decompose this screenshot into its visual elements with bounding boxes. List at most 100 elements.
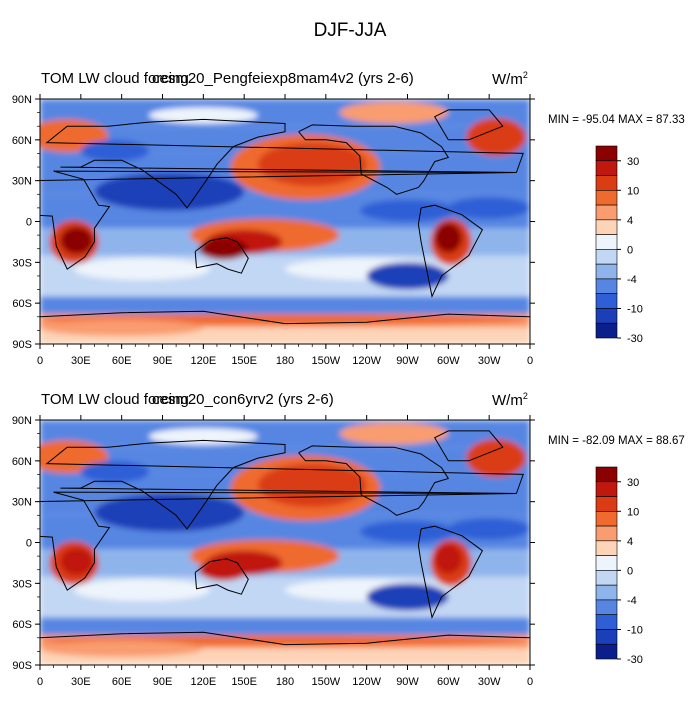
panel-bottom-case: cesm20_con6yrv2 (yrs 2-6): [152, 391, 334, 408]
contour-band: [40, 420, 530, 448]
colorbar-swatch: [595, 263, 618, 280]
colorbar-label: -30: [627, 654, 643, 666]
colorbar-label: -10: [627, 303, 643, 315]
contour-blob: [80, 460, 149, 483]
panel-bottom-minmax: MIN = -82.09 MAX = 88.67: [548, 435, 685, 447]
lat-label: 60N: [12, 456, 32, 468]
lon-label: 0: [37, 676, 43, 688]
contour-blob: [359, 520, 456, 543]
contour-band: [40, 296, 530, 315]
coastlines: [40, 109, 530, 325]
lat-label: 30N: [12, 497, 32, 509]
coastline: [40, 170, 517, 270]
lon-label: 60E: [112, 355, 132, 367]
colorbar-label: 0: [627, 244, 633, 256]
lat-label: 0: [26, 217, 32, 229]
coastline: [433, 430, 504, 462]
colorbar-swatch: [595, 496, 618, 512]
map-bottom: 90N 60N 30N 0 30S 60S 90S 0 30E 60E 90E 120E 150E 180…: [12, 415, 643, 688]
coastline: [417, 204, 484, 298]
contour-blob: [366, 583, 449, 611]
colorbar-swatch: [595, 570, 618, 586]
lon-label: 0: [37, 355, 43, 367]
contour-blob: [148, 107, 258, 124]
panel-bottom-units: W/m2: [492, 391, 528, 409]
colorbar-swatch: [595, 584, 618, 601]
colorbar-swatch: [595, 278, 618, 294]
colorbar-swatch: [595, 322, 618, 339]
colorbar-label: 30: [627, 477, 639, 489]
colorbar-label: -30: [627, 333, 643, 345]
colorbar-swatch: [595, 511, 618, 527]
contour-blob: [466, 439, 526, 478]
contour-blob: [448, 518, 530, 540]
contour-blob: [40, 640, 204, 657]
lon-label: 180: [276, 355, 294, 367]
lon-label: 120E: [190, 676, 216, 688]
lon-label: 0: [527, 676, 533, 688]
contour-blob: [199, 237, 249, 260]
figure-title: DJF-JJA: [313, 20, 387, 41]
colorbar: 30 10 4 0 -4 -10 -30: [595, 466, 643, 666]
contour-blob: [199, 558, 249, 581]
contour-blob: [74, 258, 211, 281]
coastline: [417, 525, 484, 619]
coastline: [40, 310, 530, 325]
colorbar-swatch: [595, 525, 618, 542]
coastline: [298, 124, 450, 195]
lon-label: 150W: [311, 355, 340, 367]
colorbar-swatch: [595, 249, 618, 265]
colorbar-swatch: [595, 466, 618, 483]
contour-blob: [74, 579, 211, 602]
lat-label: 60N: [12, 135, 32, 147]
contour-blob: [448, 197, 530, 219]
colorbar-label: 0: [627, 565, 633, 577]
lon-label: 90E: [153, 355, 173, 367]
lat-label: 30S: [12, 578, 32, 590]
coastline: [433, 109, 504, 141]
colorbar-swatch: [595, 643, 618, 660]
coastline: [298, 445, 450, 516]
lon-label: 150E: [231, 676, 257, 688]
contour-blob: [94, 172, 245, 211]
colorbar-swatch: [595, 629, 618, 645]
contour-blob: [466, 118, 526, 157]
lon-label: 150E: [231, 355, 257, 367]
colorbar-swatch: [595, 614, 618, 630]
contour-blob: [60, 226, 94, 255]
panel-top-case: cesm20_Pengfeiexp8mam4v2 (yrs 2-6): [152, 70, 414, 87]
colorbar-swatch: [595, 160, 618, 176]
lon-label: 30W: [478, 676, 501, 688]
contour-blob: [148, 428, 258, 445]
lat-label: 90N: [12, 94, 32, 106]
lat-label: 30S: [12, 257, 32, 269]
colorbar-swatch: [595, 308, 618, 324]
lon-label: 120E: [190, 355, 216, 367]
colorbar-label: -4: [627, 274, 637, 286]
panel-top-variable: TOM LW cloud forcing: [41, 70, 189, 87]
contour-blob: [434, 222, 462, 253]
lon-label: 120W: [352, 355, 381, 367]
lat-label: 90S: [12, 660, 32, 672]
colorbar-swatch: [595, 175, 618, 191]
lon-label: 120W: [352, 676, 381, 688]
colorbar-swatch: [595, 234, 618, 250]
lon-label: 30E: [71, 676, 91, 688]
panel-bottom: 90N 60N 30N 0 30S 60S 90S 0 30E 60E 90E 120E 150E 180…: [0, 383, 700, 708]
colorbar-label: -4: [627, 595, 637, 607]
lon-label: 180: [276, 676, 294, 688]
lat-label: 90N: [12, 415, 32, 427]
field-contours: [40, 99, 530, 344]
lon-label: 60E: [112, 676, 132, 688]
lon-label: 30W: [478, 355, 501, 367]
field-contours: [40, 420, 530, 665]
panel-top: 90N 60N 30N 0 30S 60S 90S 0 30E 60E 90E 120E 150E 180…: [0, 62, 700, 387]
lon-label: 150W: [311, 676, 340, 688]
coastline: [45, 118, 524, 209]
lon-label: 60W: [437, 676, 460, 688]
colorbar-label: -10: [627, 624, 643, 636]
colorbar-label: 4: [627, 215, 633, 227]
lon-label: 60W: [437, 355, 460, 367]
map-top: 90N 60N 30N 0 30S 60S 90S 0 30E 60E 90E 120E 150E 180…: [12, 94, 643, 367]
coastline: [194, 237, 249, 274]
